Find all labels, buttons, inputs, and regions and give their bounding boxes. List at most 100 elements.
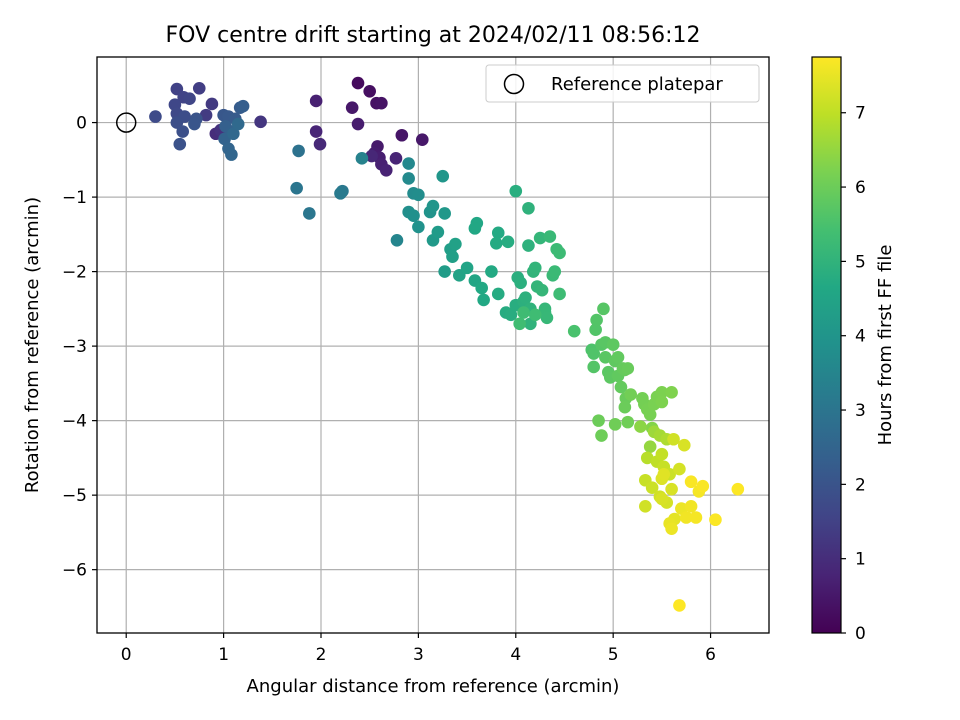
data-point xyxy=(519,291,532,304)
y-axis-ticks: 0 −1 −2 −3 −4 −5 −6 xyxy=(62,114,97,581)
chart-title: FOV centre drift starting at 2024/02/11 … xyxy=(166,23,701,48)
data-point xyxy=(313,137,327,151)
data-point xyxy=(514,276,527,290)
data-point xyxy=(292,144,305,158)
data-point xyxy=(431,225,445,239)
x-axis-label: Angular distance from reference (arcmin) xyxy=(247,676,620,697)
data-point xyxy=(624,388,638,401)
data-point xyxy=(355,152,369,165)
colorbar xyxy=(811,56,842,634)
data-point xyxy=(684,500,698,513)
scatter-points xyxy=(149,76,745,612)
y-tick-label: 0 xyxy=(76,114,87,134)
data-point xyxy=(438,265,451,278)
data-point xyxy=(634,420,647,433)
data-point xyxy=(460,261,474,275)
data-point xyxy=(533,231,547,245)
y-tick-label: −1 xyxy=(62,188,87,208)
data-point xyxy=(379,163,393,177)
data-point xyxy=(183,92,196,106)
data-point xyxy=(543,230,557,243)
data-point xyxy=(415,133,429,147)
reference-marker xyxy=(115,112,137,133)
data-point xyxy=(290,181,303,195)
data-point xyxy=(606,338,620,351)
data-point xyxy=(513,317,526,331)
x-tick-label: 0 xyxy=(121,645,132,665)
y-tick-label: −2 xyxy=(62,263,87,283)
colorbar-tick-label: 1 xyxy=(855,550,866,570)
data-point xyxy=(227,127,240,141)
data-point xyxy=(677,438,691,452)
legend-entry-reference: Reference platepar xyxy=(551,74,723,95)
colorbar-tick-label: 6 xyxy=(855,178,866,198)
colorbar-ticks: 0 1 2 3 4 5 6 7 xyxy=(841,104,866,644)
data-point xyxy=(640,451,654,465)
data-point xyxy=(599,350,612,364)
legend: Reference platepar xyxy=(485,64,760,103)
data-point xyxy=(643,440,657,454)
data-point xyxy=(303,207,316,220)
data-point xyxy=(491,287,505,301)
data-point xyxy=(709,513,722,527)
data-point xyxy=(412,188,425,202)
colorbar-tick-label: 5 xyxy=(855,252,866,272)
legend-reference-marker xyxy=(503,73,525,95)
data-point xyxy=(173,137,187,151)
data-point xyxy=(509,184,523,198)
data-point xyxy=(389,152,403,165)
data-point xyxy=(665,522,678,535)
data-point xyxy=(452,269,466,282)
data-point xyxy=(446,250,459,263)
data-point xyxy=(639,500,652,513)
data-point xyxy=(149,110,162,123)
data-point xyxy=(490,236,503,250)
colorbar-tick-label: 2 xyxy=(855,475,866,495)
data-point xyxy=(395,128,409,142)
data-point xyxy=(608,418,622,431)
data-point xyxy=(643,408,657,421)
data-point xyxy=(592,414,605,427)
data-point xyxy=(365,149,378,163)
grid xyxy=(97,57,769,633)
data-point xyxy=(236,99,250,113)
data-point xyxy=(655,395,669,409)
data-point xyxy=(665,386,678,399)
data-point xyxy=(225,148,238,161)
x-tick-label: 2 xyxy=(316,645,327,665)
data-point xyxy=(188,117,201,131)
data-point xyxy=(731,482,745,496)
data-point xyxy=(254,115,267,129)
data-point xyxy=(522,239,535,252)
data-point xyxy=(475,281,488,295)
colorbar-label: Hours from first FF file xyxy=(875,245,896,446)
data-point xyxy=(426,199,440,213)
data-point xyxy=(553,287,566,301)
data-point xyxy=(192,81,206,95)
data-point xyxy=(231,117,245,131)
data-point xyxy=(407,209,420,223)
data-point xyxy=(309,125,323,138)
data-point xyxy=(390,234,404,247)
data-point xyxy=(528,261,542,275)
data-point xyxy=(501,235,515,249)
data-point xyxy=(438,207,451,220)
data-point xyxy=(595,429,608,442)
data-point xyxy=(587,360,600,374)
data-point xyxy=(589,323,602,337)
data-point xyxy=(655,492,669,506)
data-point xyxy=(696,479,710,493)
data-point xyxy=(621,415,635,429)
data-point xyxy=(655,447,669,461)
data-point xyxy=(597,302,610,316)
data-point xyxy=(679,511,693,524)
data-point xyxy=(665,482,678,496)
y-tick-label: −4 xyxy=(62,412,87,432)
data-point xyxy=(621,362,635,375)
data-point xyxy=(176,125,190,138)
data-point xyxy=(689,511,703,524)
x-tick-label: 1 xyxy=(218,645,229,665)
data-point xyxy=(309,94,323,108)
data-point xyxy=(590,313,603,327)
data-point xyxy=(667,432,680,446)
